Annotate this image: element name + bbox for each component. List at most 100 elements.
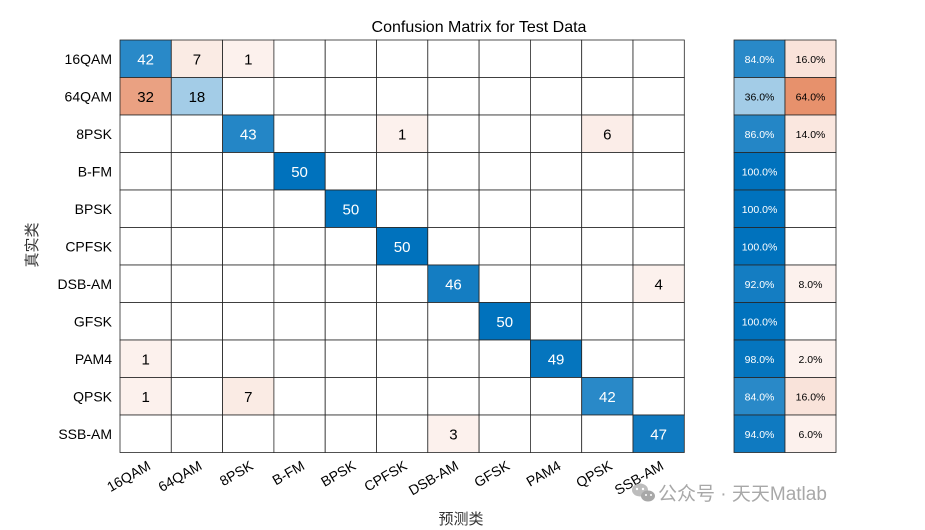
- matrix-cell: [530, 114, 583, 153]
- matrix-cell: [478, 302, 531, 341]
- matrix-cell: [632, 114, 685, 153]
- matrix-cell: [222, 227, 275, 266]
- matrix-cell: [273, 302, 326, 341]
- matrix-cell: [632, 152, 685, 191]
- matrix-cell: [427, 339, 480, 378]
- summary-cell-value: 6.0%: [799, 429, 823, 441]
- matrix-cell: [273, 77, 326, 116]
- x-tick-label: 8PSK: [217, 457, 257, 489]
- matrix-cell: [170, 339, 224, 378]
- watermark-text: 公众号 · 天天Matlab: [658, 483, 827, 505]
- y-axis-label: 真实类: [23, 222, 41, 267]
- matrix-cell: [530, 189, 583, 228]
- y-tick-label: QPSK: [73, 388, 113, 404]
- matrix-cell: [427, 302, 480, 341]
- matrix-cell: [632, 414, 685, 453]
- matrix-cell: [222, 302, 275, 341]
- matrix-cell-value: 49: [548, 351, 565, 368]
- summary-cell: [784, 39, 837, 78]
- matrix-cell: [530, 264, 583, 303]
- matrix-cell: [273, 114, 326, 153]
- matrix-cell: [324, 377, 377, 416]
- y-tick-label: 16QAM: [65, 51, 112, 67]
- matrix-cell: [632, 39, 685, 78]
- matrix-cell: [376, 77, 429, 116]
- watermark: 公众号 · 天天Matlab: [632, 483, 827, 505]
- x-axis-label: 预测类: [438, 510, 483, 528]
- matrix-cell: [222, 264, 275, 303]
- matrix-cell: [119, 264, 172, 303]
- matrix-cell-value: 7: [244, 389, 252, 406]
- matrix-cell-value: 1: [141, 351, 149, 368]
- matrix-cell: [376, 39, 429, 78]
- matrix-cell: [222, 39, 275, 78]
- matrix-cell: [170, 189, 224, 228]
- summary-cell: [733, 152, 786, 191]
- x-tick-label: 64QAM: [155, 457, 204, 495]
- matrix-cell-value: 50: [343, 201, 360, 218]
- matrix-cell: [324, 39, 377, 78]
- y-tick-label: 64QAM: [65, 88, 112, 104]
- matrix-cell: [273, 264, 326, 303]
- y-tick-label: SSB-AM: [58, 426, 112, 442]
- matrix-cell-value: 46: [445, 276, 462, 293]
- summary-cell-value: 16.0%: [796, 54, 826, 66]
- matrix-cell-value: 47: [650, 426, 667, 443]
- summary-cell-value: 86.0%: [745, 129, 775, 141]
- matrix-cell: [376, 152, 429, 191]
- matrix-cell: [324, 152, 377, 191]
- matrix-cell: [632, 302, 685, 341]
- matrix-cell: [170, 377, 224, 416]
- matrix-cell: [222, 377, 275, 416]
- y-tick-label: PAM4: [75, 351, 112, 367]
- matrix-cell-value: 50: [291, 164, 308, 181]
- summary-cell: [733, 377, 786, 416]
- matrix-cell: [222, 77, 275, 116]
- matrix-cell: [324, 189, 377, 228]
- row-summary: 84.0% 16.0% 36.0% 64.0% 86.0% 14.0% 100.0% 100.…: [733, 39, 837, 453]
- summary-cell-value: 94.0%: [745, 429, 775, 441]
- summary-cell-value: 64.0%: [796, 91, 826, 103]
- matrix-cell: [376, 264, 429, 303]
- matrix-cell: [119, 414, 172, 453]
- matrix-cell: [478, 39, 531, 78]
- matrix-cell-value: 43: [240, 126, 257, 143]
- summary-cell-value: 2.0%: [799, 354, 823, 366]
- matrix-cell: [324, 264, 377, 303]
- matrix-cell: [632, 227, 685, 266]
- summary-cell-value: 8.0%: [799, 279, 823, 291]
- matrix-cell-value: 6: [603, 126, 611, 143]
- summary-cell: [733, 264, 786, 303]
- matrix-cell: [119, 39, 172, 78]
- summary-cell: [784, 227, 837, 266]
- matrix-cells: 42 7 1 32 18 43 1 6 50 50 50 46 4 50 1 49 1 7 42 3 47: [119, 39, 685, 453]
- summary-cell: [784, 114, 837, 153]
- matrix-cell: [427, 377, 480, 416]
- matrix-cell: [324, 227, 377, 266]
- x-tick-label: GFSK: [471, 457, 513, 490]
- matrix-cell: [170, 39, 224, 78]
- matrix-cell: [376, 189, 429, 228]
- matrix-cell: [427, 414, 480, 453]
- y-tick-label: GFSK: [74, 313, 113, 329]
- x-tick-label: 16QAM: [104, 457, 153, 495]
- matrix-cell: [427, 39, 480, 78]
- matrix-cell: [119, 302, 172, 341]
- matrix-cell: [530, 339, 583, 378]
- matrix-cell: [222, 339, 275, 378]
- matrix-cell: [478, 339, 531, 378]
- matrix-cell: [581, 302, 634, 341]
- matrix-cell-value: 7: [193, 51, 201, 68]
- summary-cell: [784, 302, 837, 341]
- matrix-cell: [427, 189, 480, 228]
- matrix-cell-value: 50: [496, 314, 513, 331]
- matrix-cell: [478, 227, 531, 266]
- x-tick-label: CPFSK: [361, 457, 410, 495]
- matrix-cell: [478, 152, 531, 191]
- summary-cell: [784, 414, 837, 453]
- x-tick-label: PAM4: [523, 457, 563, 490]
- wechat-icon: [632, 483, 655, 502]
- matrix-cell-value: 1: [398, 126, 406, 143]
- y-tick-label: BPSK: [75, 201, 113, 217]
- matrix-cell: [427, 114, 480, 153]
